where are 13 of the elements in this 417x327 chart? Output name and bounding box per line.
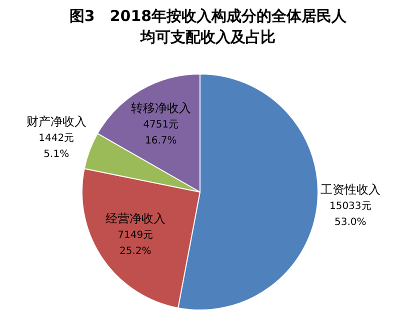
text: 16.7%: [145, 135, 177, 146]
slice-label: 财产净收入: [26, 114, 86, 128]
data-label: 4751元: [143, 119, 179, 130]
text: 5.1%: [44, 148, 70, 160]
slice-label: 工资性收入: [320, 182, 380, 196]
text: 53.0%: [334, 216, 366, 228]
data-label: 7149元: [118, 230, 154, 242]
slice-label: 转移净收入: [130, 100, 191, 115]
text: 25.2%: [119, 246, 152, 258]
chart-title: 图3 2018年按收入构成分的全体居民人均可支配收入及占比: [68, 6, 348, 48]
data-label: 15033元: [329, 200, 372, 212]
slice-label: 经营净收入: [105, 212, 166, 226]
data-label: 1442元: [38, 132, 74, 144]
